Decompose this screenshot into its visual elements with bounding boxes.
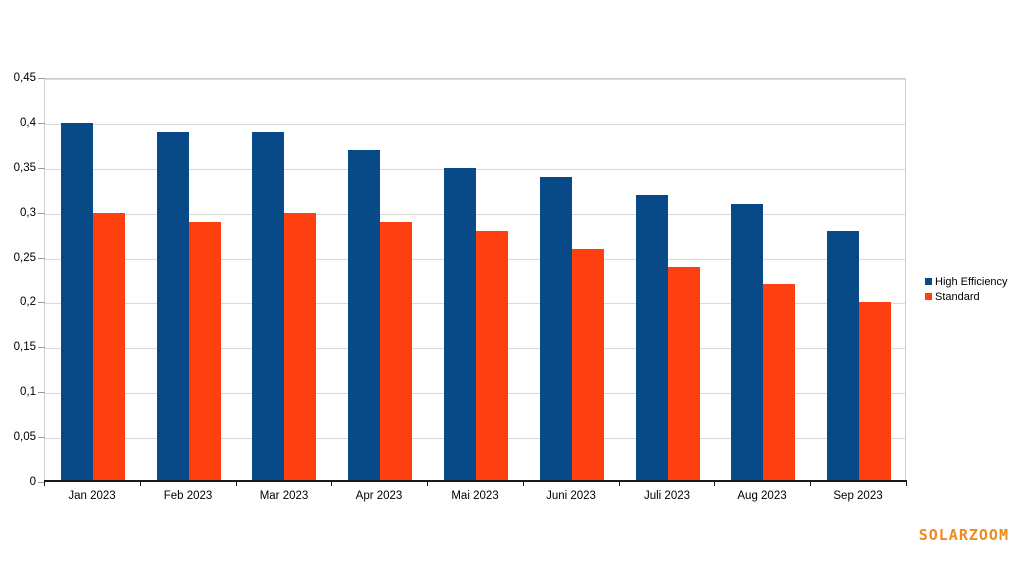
x-axis-tick <box>523 482 524 486</box>
y-axis-label: 0,2 <box>20 296 36 308</box>
y-axis-tick <box>38 123 45 124</box>
x-axis-label-apr-2023: Apr 2023 <box>355 490 403 502</box>
y-axis-label: 0,4 <box>20 117 36 129</box>
bar-high-efficiency-aug-2023 <box>731 204 763 482</box>
y-axis-tick <box>38 78 45 79</box>
legend-item-standard: Standard <box>925 289 1008 304</box>
bar-high-efficiency-juli-2023 <box>636 195 668 482</box>
x-axis-tick <box>906 482 907 486</box>
y-axis-label: 0,15 <box>13 341 36 353</box>
bar-standard-jan-2023 <box>93 213 125 482</box>
y-axis-label: 0,3 <box>20 207 36 219</box>
watermark: SOLARZOOM <box>918 526 1009 544</box>
x-axis-label-mar-2023: Mar 2023 <box>259 490 309 502</box>
y-axis-tick <box>38 168 45 169</box>
bar-standard-juli-2023 <box>668 267 700 482</box>
legend-label: Standard <box>935 290 980 303</box>
legend-item-high-efficiency: High Efficiency <box>925 274 1008 289</box>
y-axis-tick <box>38 482 45 483</box>
x-axis-label-mai-2023: Mai 2023 <box>451 490 499 502</box>
x-axis-tick <box>427 482 428 486</box>
y-axis-tick <box>38 302 45 303</box>
bar-standard-juni-2023 <box>572 249 604 482</box>
legend-swatch-icon <box>925 293 932 300</box>
x-axis-label-sep-2023: Sep 2023 <box>833 490 883 502</box>
x-axis-tick <box>44 482 45 486</box>
bar-standard-aug-2023 <box>763 284 795 482</box>
legend-label: High Efficiency <box>935 275 1008 288</box>
bar-high-efficiency-juni-2023 <box>540 177 572 482</box>
x-axis-label-aug-2023: Aug 2023 <box>737 490 787 502</box>
y-axis-tick <box>38 347 45 348</box>
x-axis-tick <box>236 482 237 486</box>
bar-high-efficiency-apr-2023 <box>348 150 380 482</box>
y-axis-label: 0,45 <box>13 72 36 84</box>
bar-high-efficiency-sep-2023 <box>827 231 859 482</box>
gridline <box>45 79 905 80</box>
y-axis-label: 0,25 <box>13 252 36 264</box>
y-axis-label: 0,05 <box>13 431 36 443</box>
y-axis-tick <box>38 437 45 438</box>
x-axis-tick <box>714 482 715 486</box>
bar-standard-sep-2023 <box>859 302 891 482</box>
x-axis-tick <box>140 482 141 486</box>
y-axis-label: 0,35 <box>13 162 36 174</box>
bar-standard-feb-2023 <box>189 222 221 482</box>
bar-standard-mai-2023 <box>476 231 508 482</box>
x-axis-label-feb-2023: Feb 2023 <box>163 490 213 502</box>
x-axis-tick <box>331 482 332 486</box>
bar-high-efficiency-mai-2023 <box>444 168 476 482</box>
y-axis-label: 0 <box>29 476 36 488</box>
legend: High Efficiency Standard <box>925 274 1008 304</box>
x-axis-label-juli-2023: Juli 2023 <box>643 490 691 502</box>
gridline <box>45 124 905 125</box>
y-axis-tick <box>38 258 45 259</box>
x-axis-line <box>44 480 907 482</box>
bar-standard-mar-2023 <box>284 213 316 482</box>
y-axis-tick <box>38 213 45 214</box>
bar-standard-apr-2023 <box>380 222 412 482</box>
bar-high-efficiency-feb-2023 <box>157 132 189 482</box>
x-axis-tick <box>810 482 811 486</box>
x-axis-label-juni-2023: Juni 2023 <box>546 490 596 502</box>
x-axis-label-jan-2023: Jan 2023 <box>68 490 116 502</box>
y-axis-label: 0,1 <box>20 386 36 398</box>
plot-area <box>44 78 906 482</box>
bar-high-efficiency-mar-2023 <box>252 132 284 482</box>
legend-swatch-icon <box>925 278 932 285</box>
y-axis-tick <box>38 392 45 393</box>
x-axis-tick <box>619 482 620 486</box>
bar-high-efficiency-jan-2023 <box>61 123 93 482</box>
